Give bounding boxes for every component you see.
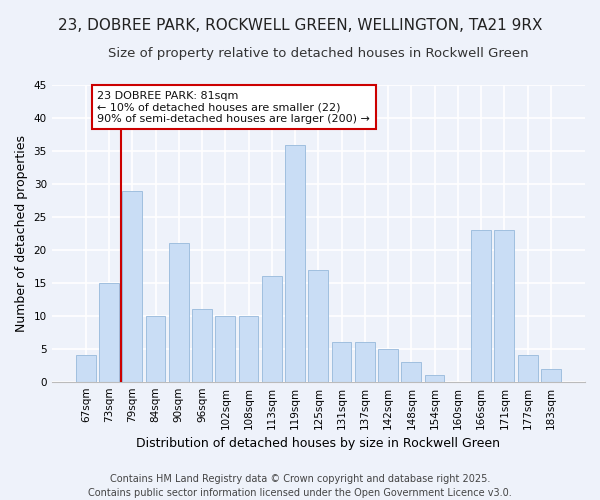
Bar (122, 190, 142, 382)
Text: Contains HM Land Registry data © Crown copyright and database right 2025.
Contai: Contains HM Land Registry data © Crown c… (88, 474, 512, 498)
Bar (401, 362, 421, 382)
X-axis label: Distribution of detached houses by size in Rockwell Green: Distribution of detached houses by size … (136, 437, 500, 450)
Bar (425, 375, 445, 382)
Bar (378, 348, 398, 382)
Bar (308, 270, 328, 382)
Bar (192, 309, 212, 382)
Bar (518, 356, 538, 382)
Y-axis label: Number of detached properties: Number of detached properties (15, 135, 28, 332)
Text: 23, DOBREE PARK, ROCKWELL GREEN, WELLINGTON, TA21 9RX: 23, DOBREE PARK, ROCKWELL GREEN, WELLING… (58, 18, 542, 32)
Bar (215, 316, 235, 382)
Bar (76, 356, 95, 382)
Bar (471, 230, 491, 382)
Bar (169, 244, 188, 382)
Bar (285, 144, 305, 382)
Bar (146, 316, 166, 382)
Bar (332, 342, 352, 382)
Bar (239, 316, 259, 382)
Bar (99, 283, 119, 382)
Bar (494, 230, 514, 382)
Bar (355, 342, 375, 382)
Text: 23 DOBREE PARK: 81sqm
← 10% of detached houses are smaller (22)
90% of semi-deta: 23 DOBREE PARK: 81sqm ← 10% of detached … (97, 90, 370, 124)
Bar (262, 276, 282, 382)
Title: Size of property relative to detached houses in Rockwell Green: Size of property relative to detached ho… (108, 48, 529, 60)
Bar (541, 368, 561, 382)
